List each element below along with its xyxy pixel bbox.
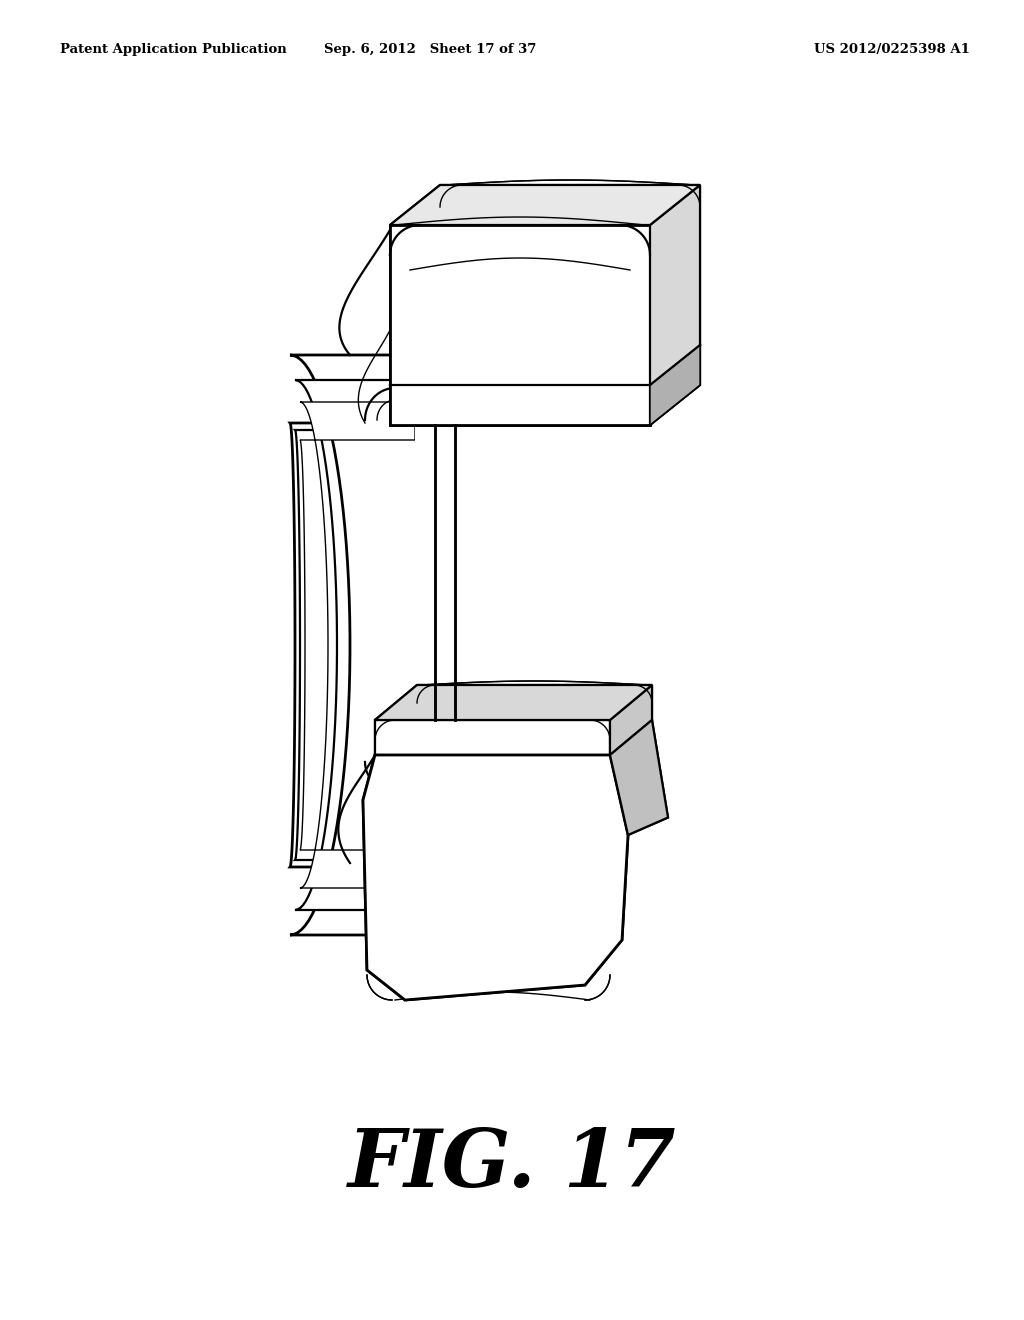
Polygon shape <box>375 719 610 755</box>
Polygon shape <box>610 719 668 836</box>
Text: US 2012/0225398 A1: US 2012/0225398 A1 <box>814 44 970 57</box>
Polygon shape <box>415 425 650 861</box>
Text: Patent Application Publication: Patent Application Publication <box>60 44 287 57</box>
Polygon shape <box>650 185 700 425</box>
Polygon shape <box>390 185 700 224</box>
Polygon shape <box>375 719 610 755</box>
Polygon shape <box>390 224 650 425</box>
Polygon shape <box>362 755 628 1001</box>
Polygon shape <box>375 685 652 719</box>
Text: Sep. 6, 2012   Sheet 17 of 37: Sep. 6, 2012 Sheet 17 of 37 <box>324 44 537 57</box>
Polygon shape <box>610 719 668 836</box>
Polygon shape <box>610 685 652 755</box>
Polygon shape <box>375 685 652 719</box>
Polygon shape <box>650 345 700 425</box>
Polygon shape <box>610 685 652 755</box>
Polygon shape <box>300 403 415 888</box>
Polygon shape <box>362 755 628 1001</box>
Polygon shape <box>650 345 700 425</box>
Polygon shape <box>390 224 650 425</box>
Polygon shape <box>290 355 415 935</box>
Text: FIG. 17: FIG. 17 <box>348 1126 676 1204</box>
Polygon shape <box>650 185 700 425</box>
Polygon shape <box>373 685 702 1005</box>
Polygon shape <box>390 185 750 425</box>
Polygon shape <box>390 185 700 224</box>
Polygon shape <box>295 380 415 909</box>
